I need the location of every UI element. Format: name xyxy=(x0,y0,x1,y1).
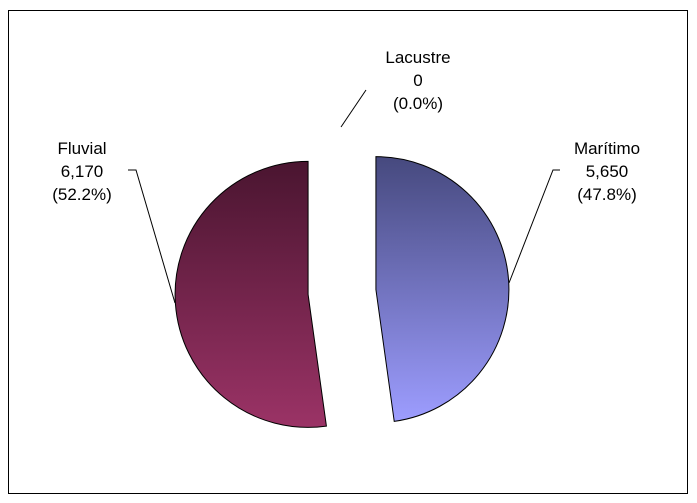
slice-label-value: 6,170 xyxy=(61,162,104,181)
slice-label-percent: (52.2%) xyxy=(52,185,112,204)
chart-frame xyxy=(8,10,688,494)
slice-label-category: Fluvial xyxy=(57,139,106,158)
pie-slice-maritimo xyxy=(375,156,510,422)
slice-label-category: Lacustre xyxy=(385,48,450,67)
slice-label-category: Marítimo xyxy=(574,139,640,158)
slice-label-percent: (0.0%) xyxy=(393,94,443,113)
leader-line-fluvial xyxy=(128,169,176,304)
pie-slices xyxy=(174,156,510,428)
slice-label-value: 0 xyxy=(413,71,422,90)
leader-lines xyxy=(128,89,560,304)
slice-label-fluvial: Fluvial 6,170 (52.2%) xyxy=(52,139,112,204)
slice-label-lacustre: Lacustre 0 (0.0%) xyxy=(385,48,450,113)
leader-line-maritimo xyxy=(508,169,560,284)
slice-label-value: 5,650 xyxy=(586,162,629,181)
leader-line-lacustre xyxy=(340,89,367,128)
slice-label-percent: (47.8%) xyxy=(577,185,637,204)
slice-label-maritimo: Marítimo 5,650 (47.8%) xyxy=(574,139,640,204)
pie-slice-fluvial xyxy=(174,160,327,428)
